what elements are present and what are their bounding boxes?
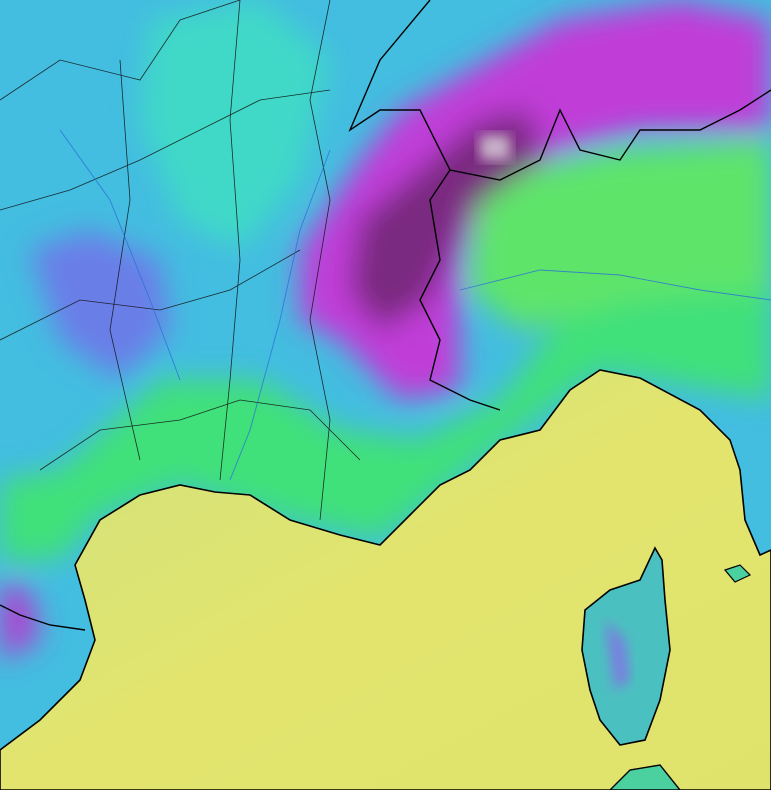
rivers — [59, 129, 771, 481]
borders — [0, 0, 361, 521]
river — [459, 269, 771, 301]
border — [0, 249, 301, 341]
field-magenta-pyrenees — [0, 580, 40, 660]
national-border-spain — [0, 604, 86, 631]
sardinia — [609, 764, 681, 790]
corsica — [581, 546, 671, 746]
border — [0, 0, 241, 101]
river — [229, 149, 331, 481]
field-peak — [480, 135, 510, 160]
national-border-swiss — [348, 0, 771, 181]
corsica-field — [605, 620, 630, 690]
border — [0, 89, 331, 211]
national-border-italy — [419, 169, 501, 411]
river — [59, 129, 181, 381]
elba — [723, 564, 752, 583]
field-blue-massif — [30, 230, 170, 380]
sea — [0, 369, 771, 790]
field-teal — [140, 0, 330, 250]
field-dark-alps — [350, 110, 540, 330]
border — [39, 399, 361, 471]
border — [109, 59, 141, 461]
border — [309, 0, 331, 521]
border — [219, 0, 241, 481]
field-green-plain — [470, 140, 771, 330]
